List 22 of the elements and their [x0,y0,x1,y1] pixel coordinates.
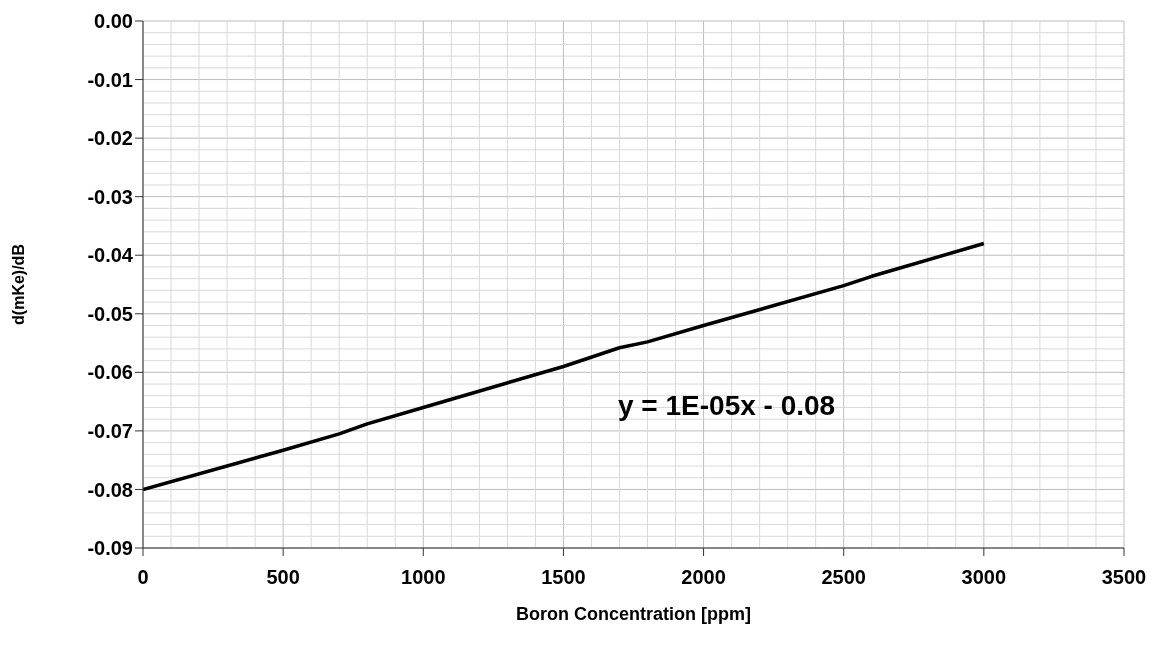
y-tick-label: -0.03 [87,185,133,208]
x-tick-label: 3500 [1101,566,1147,589]
y-tick-label: -0.06 [87,361,133,384]
x-axis-title: Boron Concentration [ppm] [516,604,751,624]
x-tick-label: 1500 [541,566,586,589]
y-tick-label: 0.00 [94,10,133,33]
x-tick-label: 0 [137,566,149,589]
y-tick-label: -0.05 [87,302,133,325]
y-axis-title: d(mKe)/dB [9,244,27,325]
x-tick-label: 2500 [821,566,866,589]
y-tick-label: -0.01 [87,68,133,91]
x-tick-label: 1000 [401,566,446,589]
y-tick-label: -0.09 [87,537,133,560]
x-tick-label: 500 [266,566,300,589]
y-tick-label: -0.07 [87,419,133,442]
line-series [143,241,986,492]
y-tick-label: -0.08 [87,478,133,501]
x-tick-label: 2000 [681,566,726,589]
y-tick-label: -0.02 [87,127,133,150]
y-tick-label: -0.04 [87,244,134,267]
x-tick-label: 3000 [961,566,1007,589]
annotation: y = 1E-05x - 0.08 [618,390,836,422]
